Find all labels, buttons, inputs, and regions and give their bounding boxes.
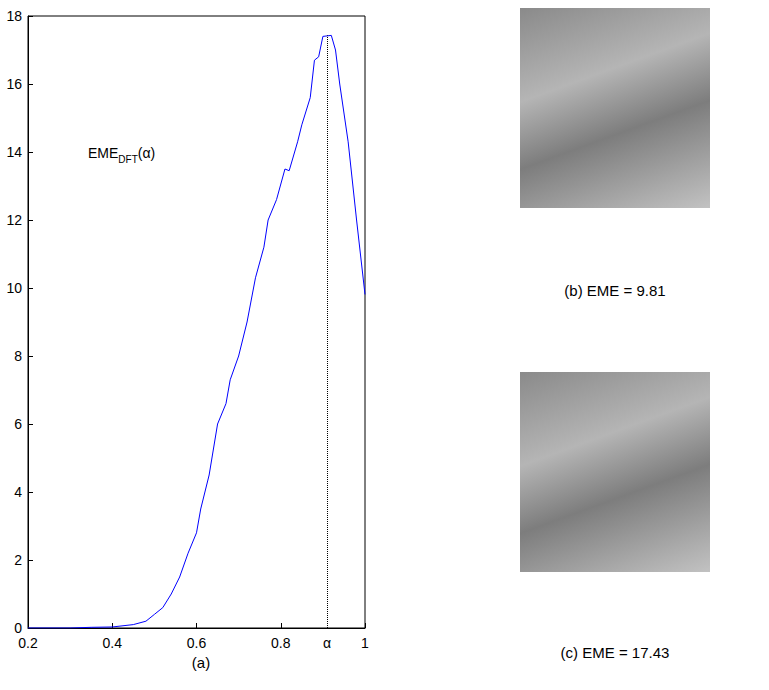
svg-text:0.6: 0.6 (187, 635, 207, 651)
svg-text:1: 1 (361, 635, 369, 651)
svg-text:18: 18 (6, 8, 22, 24)
svg-text:0.2: 0.2 (18, 635, 38, 651)
svg-text:10: 10 (6, 280, 22, 296)
svg-text:0.8: 0.8 (271, 635, 291, 651)
svg-text:(a): (a) (192, 654, 210, 671)
html-text:(c) EME = 17.43: (c) EME = 17.43 (560, 644, 670, 661)
svg-text:(α): (α) (138, 145, 155, 161)
svg-text:12: 12 (6, 212, 22, 228)
svg-text:14: 14 (6, 144, 22, 160)
svg-text:2: 2 (14, 552, 22, 568)
svg-text:α: α (323, 635, 331, 651)
svg-text:8: 8 (14, 348, 22, 364)
svg-text:6: 6 (14, 416, 22, 432)
html-text:(b) EME = 9.81: (b) EME = 9.81 (564, 282, 666, 299)
svg-text:4: 4 (14, 484, 22, 500)
svg-text:DFT: DFT (118, 154, 137, 165)
svg-text:16: 16 (6, 76, 22, 92)
svg-text:0.4: 0.4 (103, 635, 123, 651)
svg-text:0: 0 (14, 620, 22, 636)
svg-text:EME: EME (88, 145, 118, 161)
